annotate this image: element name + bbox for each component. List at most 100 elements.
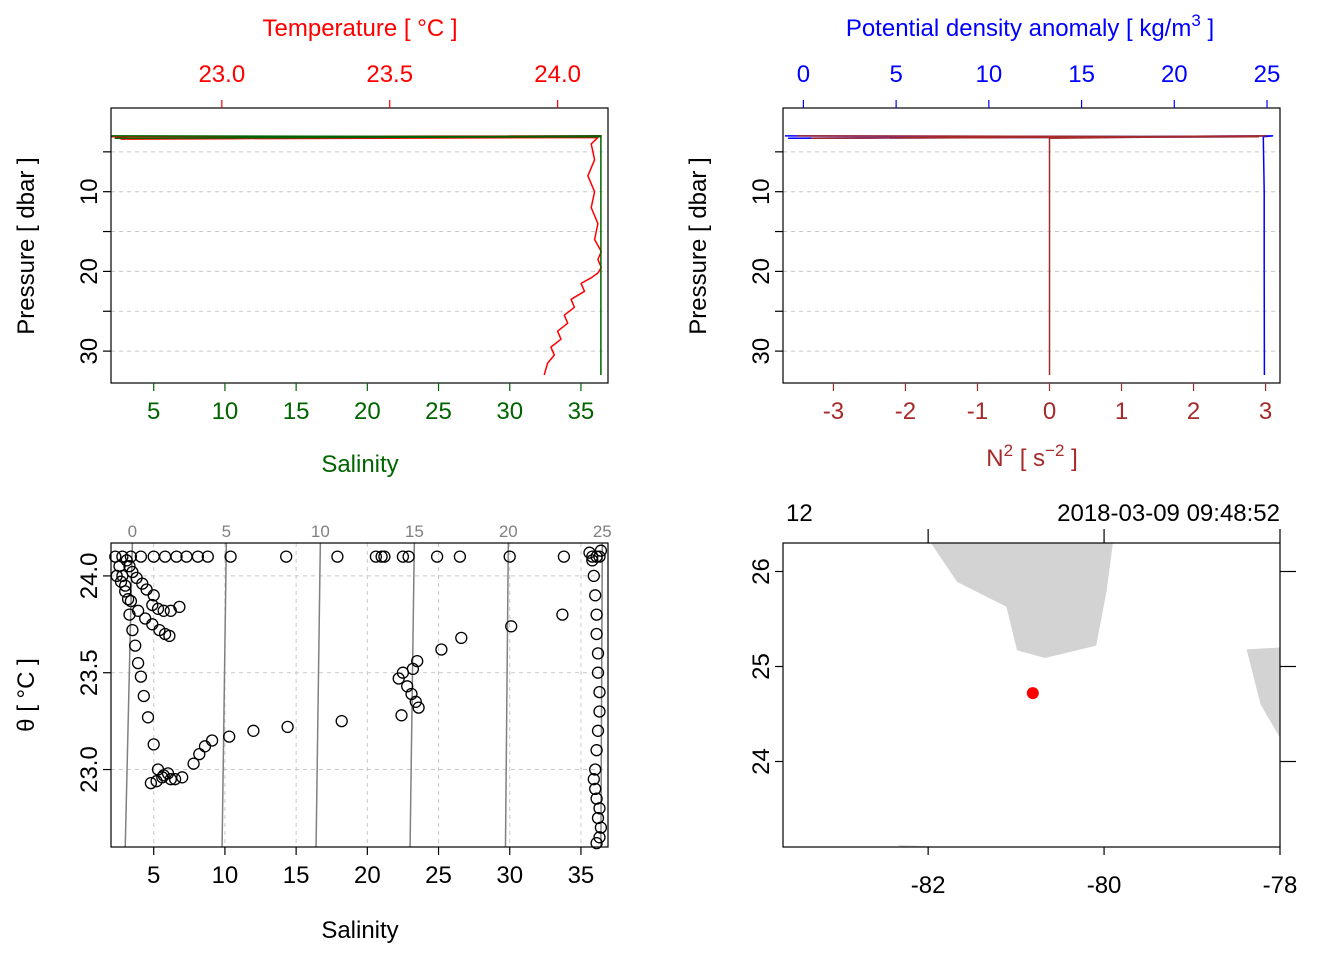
ts-point	[141, 711, 155, 724]
ts-point	[137, 689, 150, 703]
ts-diagram-panel: 0 5 10 15 20 25 5 10 15 20 25 30 35 23.0 23.5 24.0 Sal…	[13, 522, 612, 944]
ts-x-tick-label: 20	[354, 862, 381, 889]
salinity-tick-label: 15	[283, 398, 310, 425]
pressure-tick-label: 20	[76, 258, 103, 285]
isopycnal-line-15	[409, 542, 416, 848]
map-frame	[782, 542, 1281, 848]
map-timestamp: 2018-03-09 09:48:52	[1057, 500, 1280, 527]
ts-point	[590, 627, 603, 641]
ts-point	[119, 579, 132, 592]
pressure-tick-label: 10	[748, 178, 775, 205]
ts-point	[590, 836, 603, 850]
ts-point	[139, 612, 152, 625]
ts-y-tick-label: 23.5	[76, 649, 103, 696]
ts-points	[109, 544, 608, 850]
ts-point	[201, 550, 214, 563]
ts-point	[375, 550, 388, 563]
ts-point	[505, 620, 518, 633]
ts-point	[123, 560, 136, 573]
ts-point	[503, 550, 516, 563]
station-map-panel: -82 -80 -78 24 25 26 12 2018-03-09 09:48:52	[748, 500, 1297, 899]
ts-point	[593, 705, 606, 718]
ts-point	[124, 550, 138, 563]
ts-point	[369, 550, 383, 563]
profile2-y-axis-title: Pressure [ dbar ]	[685, 157, 712, 334]
ts-point	[453, 550, 467, 563]
ts-point	[157, 604, 170, 617]
ts-point	[223, 730, 236, 743]
density-tick-label: 10	[975, 61, 1002, 88]
ts-point	[151, 602, 165, 615]
isopycnal-label: 25	[593, 522, 612, 541]
ts-point	[281, 720, 294, 734]
ts-point	[589, 782, 602, 796]
density-title-suffix: ]	[1201, 15, 1214, 42]
density-tick-label: 20	[1161, 61, 1188, 88]
n2-tick-label: -1	[967, 398, 988, 425]
profile2-frame	[782, 107, 1281, 384]
ts-point	[557, 550, 571, 563]
profile1-top-axis-title: Temperature [ °C ]	[263, 15, 458, 42]
profile2-top-axis-title: Potential density anomaly [ kg/m3 ]	[846, 11, 1214, 42]
ts-point	[591, 647, 605, 660]
ts-point	[163, 629, 176, 643]
map-lon-tick-label: -80	[1087, 872, 1122, 899]
profile2-bottom-axis-title: N2 [ s−2 ]	[986, 441, 1078, 472]
station-marker	[1026, 687, 1039, 700]
pressure-tick-label: 10	[76, 178, 103, 205]
ts-point	[435, 643, 448, 656]
ts-point	[198, 740, 212, 753]
ts-point	[144, 776, 158, 790]
temperature-tick-label: 24.0	[534, 61, 581, 88]
ts-point	[401, 680, 414, 693]
ts-point	[556, 608, 569, 621]
n2-tick-label: -2	[895, 398, 916, 425]
n2-tick-label: 1	[1115, 398, 1128, 425]
isopycnal-label: 0	[128, 522, 137, 541]
ts-x-tick-label: 30	[496, 862, 523, 889]
isopycnal-label: 10	[311, 522, 330, 541]
ts-point	[594, 544, 608, 557]
profile1-ticks: 5 10 15 20 25 30 35 23.0 23.5 24.0 10 20 30	[76, 61, 594, 425]
ts-point	[583, 546, 596, 559]
ts-point	[131, 604, 145, 617]
salinity-tick-label: 5	[147, 398, 160, 425]
ts-isopycnals: 0 5 10 15 20 25	[124, 522, 612, 848]
ts-point	[378, 550, 391, 563]
ts-point	[121, 593, 135, 606]
ts-frame	[110, 542, 609, 848]
map-lon-tick-label: -82	[911, 872, 946, 899]
salinity-tick-label: 25	[425, 398, 452, 425]
ts-point	[247, 724, 260, 737]
ts-x-tick-label: 35	[568, 862, 595, 889]
map-station-layer	[1026, 687, 1039, 700]
n2-title-suffix: ]	[1064, 445, 1077, 472]
ts-point	[191, 550, 205, 563]
ts-gridlines	[111, 543, 608, 847]
salinity-tick-label: 30	[496, 398, 523, 425]
ts-y-axis-title: θ [ °C ]	[13, 658, 40, 732]
ts-point	[593, 802, 606, 815]
salinity-tick-label: 35	[568, 398, 595, 425]
ts-point	[593, 831, 606, 844]
ts-point	[147, 738, 160, 751]
salinity-tick-label: 10	[212, 398, 239, 425]
salinity-tick-label: 20	[354, 398, 381, 425]
ts-x-tick-label: 15	[283, 862, 310, 889]
n2-title-mid: [ s	[1013, 445, 1045, 472]
isopycnal-label: 20	[499, 522, 518, 541]
profile1-bottom-axis-title: Salinity	[321, 451, 398, 478]
ts-point	[224, 550, 237, 563]
ts-y-tick-label: 24.0	[76, 553, 103, 600]
map-lat-tick-label: 25	[748, 653, 775, 680]
ts-point	[409, 695, 422, 708]
pressure-tick-label: 30	[748, 338, 775, 365]
isopycnal-label: 15	[405, 522, 424, 541]
isopycnal-line-10	[315, 542, 322, 848]
n2-tick-label: -3	[823, 398, 844, 425]
map-lat-tick-label: 26	[748, 558, 775, 585]
map-lat-tick-label: 24	[748, 748, 775, 775]
profile1-frame	[110, 107, 609, 384]
